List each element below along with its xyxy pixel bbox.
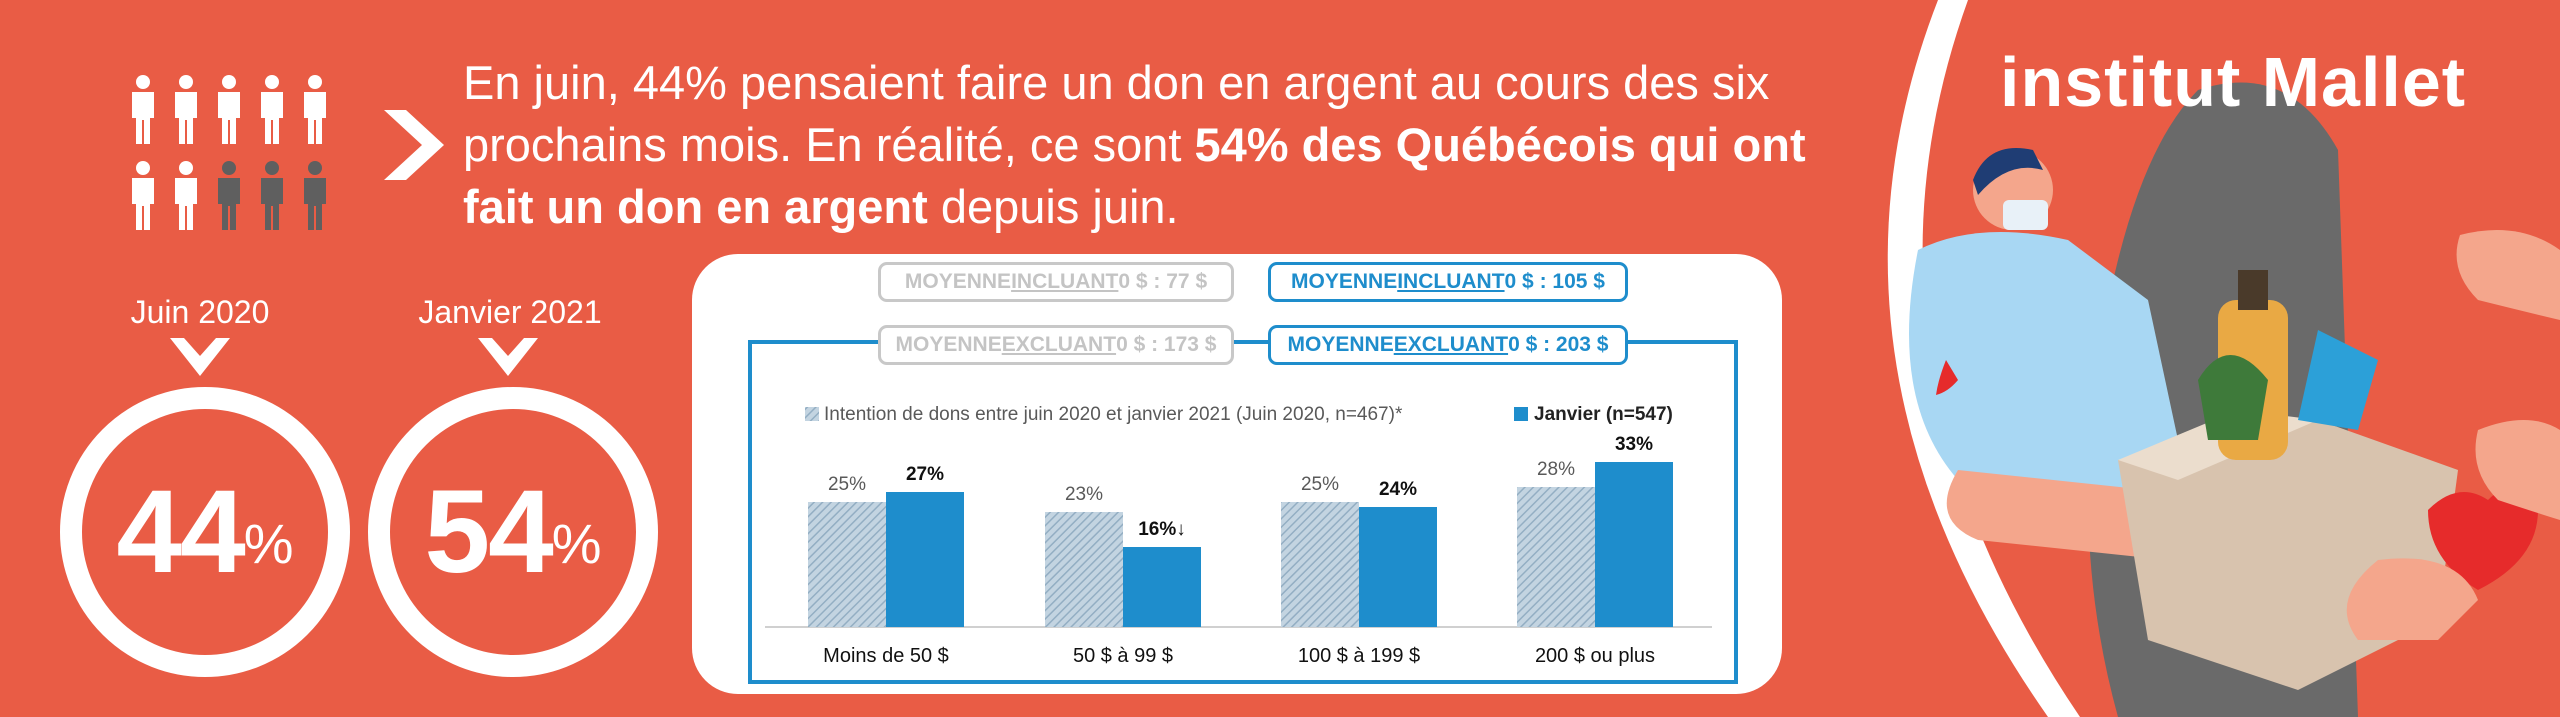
- category-label: 100 $ à 199 $: [1298, 645, 1420, 667]
- category-label: 200 $ ou plus: [1535, 645, 1655, 667]
- average-including-january-pill: MOYENNE INCLUANT 0 $ : 105 $: [1268, 262, 1628, 302]
- ring-unit: %: [243, 511, 294, 575]
- period-label-june-2020: Juin 2020: [130, 294, 270, 330]
- bar-january: [1595, 462, 1673, 627]
- bar-june: [1517, 487, 1595, 627]
- volunteer-illustration: [1887, 0, 2560, 717]
- headline: En juin, 44% pensaient faire un don en a…: [463, 56, 1806, 233]
- data-label-january: 16%↓: [1138, 519, 1186, 540]
- chevron-down-icon: [170, 338, 230, 376]
- bar-june: [1045, 512, 1123, 627]
- data-label-june: 23%: [1065, 484, 1103, 505]
- ring-value: 54: [424, 466, 553, 598]
- bar-january: [1123, 547, 1201, 627]
- legend-swatch-june: [805, 407, 819, 421]
- bar-june: [808, 502, 886, 627]
- chevron-down-icon: [478, 338, 538, 376]
- legend-label-june: Intention de dons entre juin 2020 et jan…: [824, 404, 1403, 425]
- ring-value: 44: [116, 466, 245, 598]
- legend-swatch-january: [1514, 407, 1528, 421]
- category-label: 50 $ à 99 $: [1073, 645, 1173, 667]
- bar-january: [886, 492, 964, 627]
- chart-frame: [748, 340, 1738, 684]
- data-label-january: 33%: [1615, 434, 1653, 455]
- average-including-june-pill: MOYENNE INCLUANT 0 $ : 77 $: [878, 262, 1234, 302]
- data-label-january: 27%: [906, 464, 944, 485]
- period-label-january-2021: Janvier 2021: [418, 294, 602, 330]
- data-label-june: 25%: [1301, 474, 1339, 495]
- average-excluding-june-pill: MOYENNE EXCLUANT 0 $ : 173 $: [878, 325, 1234, 365]
- legend-label-january: Janvier (n=547): [1534, 404, 1673, 425]
- category-label: Moins de 50 $: [823, 645, 949, 667]
- chevron-right-icon: [384, 110, 444, 180]
- bar-january: [1359, 507, 1437, 627]
- data-label-january: 24%: [1379, 479, 1417, 500]
- average-excluding-january-pill: MOYENNE EXCLUANT 0 $ : 203 $: [1268, 325, 1628, 365]
- institut-mallet-logo: institut Mallet: [2000, 43, 2467, 121]
- data-label-june: 28%: [1537, 459, 1575, 480]
- ring-unit: %: [551, 511, 602, 575]
- bar-june: [1281, 502, 1359, 627]
- data-label-june: 25%: [828, 474, 866, 495]
